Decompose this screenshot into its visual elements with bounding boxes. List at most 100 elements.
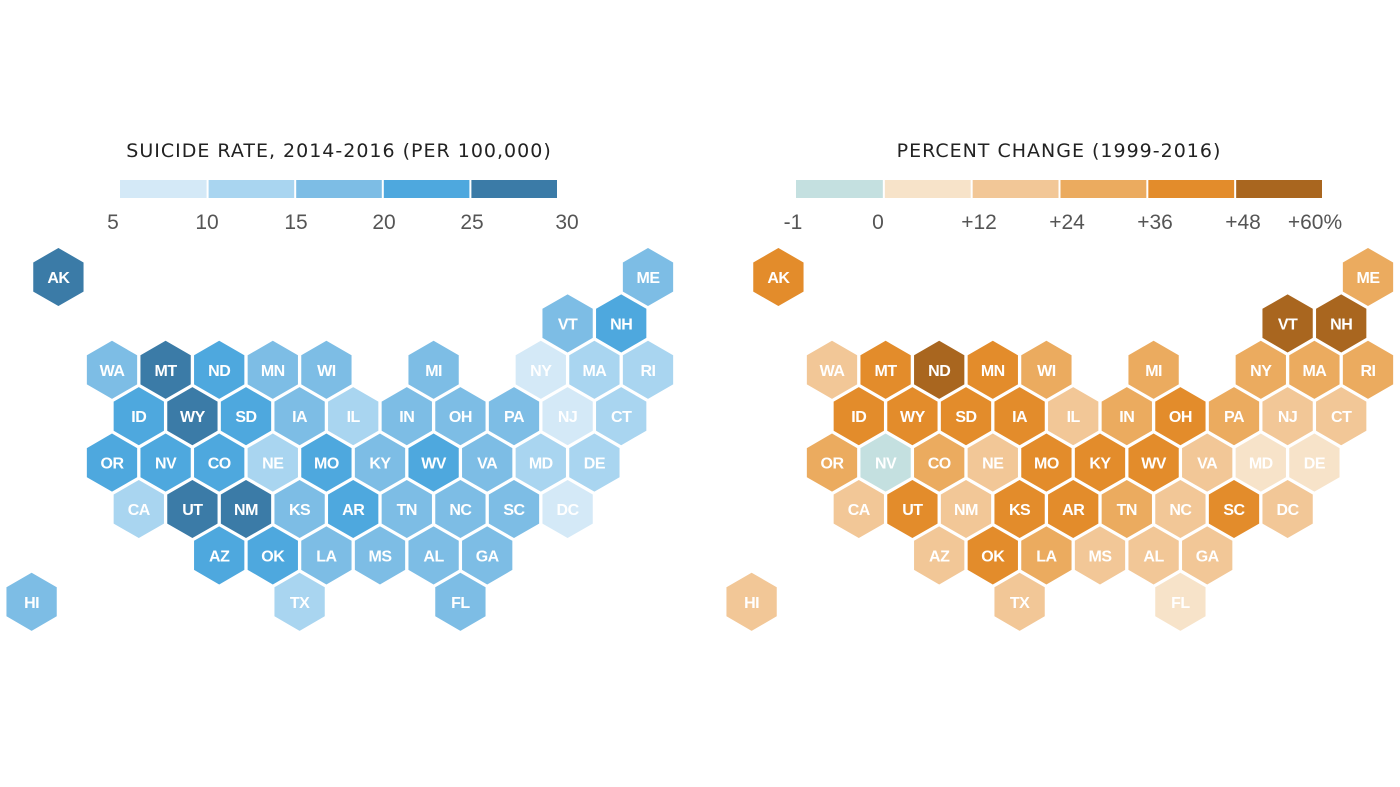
state-label: IN <box>1119 409 1134 426</box>
legend-tick-label: 15 <box>284 211 307 234</box>
legend-swatch <box>208 180 295 198</box>
state-label: OR <box>101 456 125 473</box>
state-hex-ct: CT <box>593 384 649 449</box>
legend-tick-label: 20 <box>372 211 395 234</box>
state-label: NM <box>954 502 978 519</box>
state-label: TX <box>290 595 310 612</box>
legend-swatch <box>120 180 207 198</box>
state-hex-ny: NY <box>513 337 569 402</box>
state-label: NM <box>234 502 258 519</box>
legend-swatch <box>972 180 1059 198</box>
legend-swatch <box>884 180 971 198</box>
state-label: AL <box>423 548 444 565</box>
state-label: AZ <box>929 548 950 565</box>
state-label: WA <box>100 363 126 380</box>
chart-title: SUICIDE RATE, 2014-2016 (PER 100,000) <box>126 140 551 162</box>
state-hex-va: VA <box>459 430 515 495</box>
state-label: LA <box>1036 548 1057 565</box>
legend-swatch <box>296 180 382 198</box>
state-label: MD <box>529 456 553 473</box>
legend-tick-label: +48 <box>1225 211 1261 234</box>
state-hex-vt: VT <box>1259 291 1316 356</box>
state-label: IL <box>1067 409 1081 426</box>
legend-tick-label: -1 <box>784 211 803 234</box>
legend-tick-label: 25 <box>460 211 483 234</box>
state-label: NC <box>1169 502 1192 519</box>
state-label: ND <box>208 363 230 380</box>
state-label: KY <box>369 456 391 473</box>
state-label: SD <box>235 409 256 426</box>
state-label: VA <box>1197 456 1218 473</box>
legend-tick-label: +24 <box>1049 211 1085 234</box>
state-label: PA <box>1224 409 1245 426</box>
state-label: NJ <box>558 409 577 426</box>
state-label: NE <box>982 456 1004 473</box>
state-label: AR <box>1062 502 1085 519</box>
state-label: NH <box>610 316 632 333</box>
state-label: GA <box>1196 548 1220 565</box>
state-label: SC <box>503 502 525 519</box>
state-label: NH <box>1330 316 1352 333</box>
state-label: RI <box>1361 363 1376 380</box>
state-label: FL <box>1171 595 1190 612</box>
chart-title: PERCENT CHANGE (1999-2016) <box>897 140 1222 162</box>
legend-tick-label: 30 <box>555 211 578 234</box>
state-label: DC <box>557 502 580 519</box>
state-label: OK <box>981 548 1005 565</box>
state-hex-nj: NJ <box>539 384 596 449</box>
state-hex-ak: AK <box>30 245 87 309</box>
state-hex-oh: OH <box>1152 384 1209 449</box>
state-label: VT <box>558 316 578 333</box>
state-hex-ca: CA <box>831 477 887 541</box>
legend-tick-label: +12 <box>961 211 997 234</box>
state-label: MD <box>1249 456 1273 473</box>
state-label: NV <box>155 456 177 473</box>
state-label: NC <box>449 502 472 519</box>
legend-swatch <box>796 180 883 198</box>
state-label: IA <box>292 409 308 426</box>
state-label: AR <box>342 502 365 519</box>
state-label: OH <box>449 409 472 426</box>
state-label: FL <box>451 595 470 612</box>
state-label: ND <box>928 363 950 380</box>
state-hex-hi: HI <box>3 569 60 634</box>
state-label: ME <box>637 270 661 287</box>
state-label: OR <box>821 456 845 473</box>
state-label: AK <box>767 270 790 287</box>
state-hex-me: ME <box>620 245 676 309</box>
state-hex-ga: GA <box>1179 523 1235 588</box>
legend-tick-label: 0 <box>872 211 884 234</box>
legend-tick-label: +36 <box>1137 211 1173 234</box>
state-label: ME <box>1357 270 1381 287</box>
state-label: VT <box>1278 316 1298 333</box>
legend-swatch <box>1148 180 1235 198</box>
legend-swatch <box>1060 180 1147 198</box>
state-label: TX <box>1010 595 1030 612</box>
state-label: IN <box>399 409 414 426</box>
state-label: NJ <box>1278 409 1297 426</box>
state-hex-tn: TN <box>1099 477 1155 541</box>
state-label: KY <box>1089 456 1111 473</box>
state-label: WI <box>317 363 336 380</box>
state-label: DE <box>1304 456 1326 473</box>
state-label: NY <box>1250 363 1272 380</box>
state-label: AZ <box>209 548 230 565</box>
state-hex-ks: KS <box>991 477 1048 541</box>
state-label: KS <box>1009 502 1031 519</box>
state-label: RI <box>641 363 656 380</box>
state-label: MA <box>582 363 607 380</box>
state-hex-me: ME <box>1340 245 1396 309</box>
state-hex-hi: HI <box>723 569 780 634</box>
state-label: OK <box>261 548 285 565</box>
state-hex-ak: AK <box>750 245 807 309</box>
state-hex-tx: TX <box>991 569 1048 634</box>
state-label: CT <box>611 409 632 426</box>
state-label: UT <box>902 502 923 519</box>
state-label: WY <box>900 409 926 426</box>
state-label: LA <box>316 548 337 565</box>
state-hex-wi: WI <box>298 337 355 402</box>
state-label: GA <box>476 548 500 565</box>
state-label: MI <box>425 363 442 380</box>
state-label: CO <box>928 456 951 473</box>
